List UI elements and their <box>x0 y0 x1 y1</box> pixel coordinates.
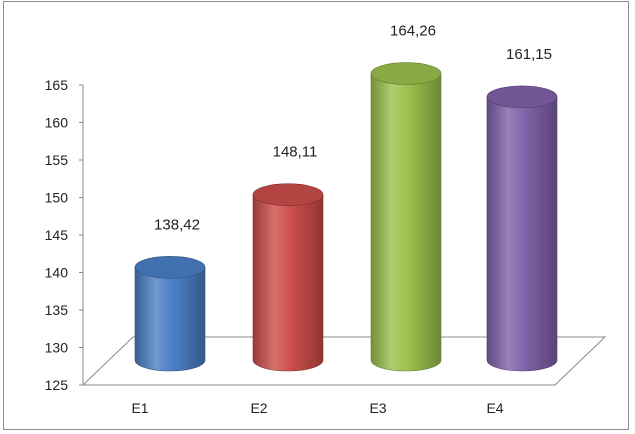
y-tick-label: 135 <box>45 302 69 318</box>
bar-top <box>134 256 206 279</box>
data-label: 148,11 <box>273 144 318 161</box>
y-tick-label: 140 <box>45 265 69 281</box>
floor-plane <box>81 336 607 386</box>
data-label: 161,15 <box>506 46 552 63</box>
y-tick-label: 130 <box>45 340 69 356</box>
bar-E4 <box>486 85 558 372</box>
bar-body <box>252 194 324 372</box>
category-label: E2 <box>250 400 267 416</box>
bar-body <box>486 96 558 372</box>
bar-top <box>252 183 324 206</box>
data-label: 138,42 <box>154 216 200 233</box>
y-tick-label: 125 <box>45 377 69 393</box>
bar-E2 <box>252 183 324 372</box>
bar-top <box>486 85 558 109</box>
y-tick-label: 150 <box>45 190 69 206</box>
data-label: 164,26 <box>390 23 436 40</box>
bar-body <box>370 73 442 372</box>
bar-E3 <box>370 62 442 372</box>
y-tick-label: 160 <box>45 115 69 131</box>
bar-top <box>370 62 442 85</box>
category-label: E3 <box>369 400 386 416</box>
bar-body <box>134 267 206 372</box>
y-tick-label: 155 <box>45 152 69 168</box>
y-tick-label: 145 <box>45 227 69 243</box>
y-tick-label: 165 <box>45 77 69 93</box>
category-label: E4 <box>486 400 503 416</box>
category-label: E1 <box>131 400 148 416</box>
bar-E1 <box>134 256 206 372</box>
